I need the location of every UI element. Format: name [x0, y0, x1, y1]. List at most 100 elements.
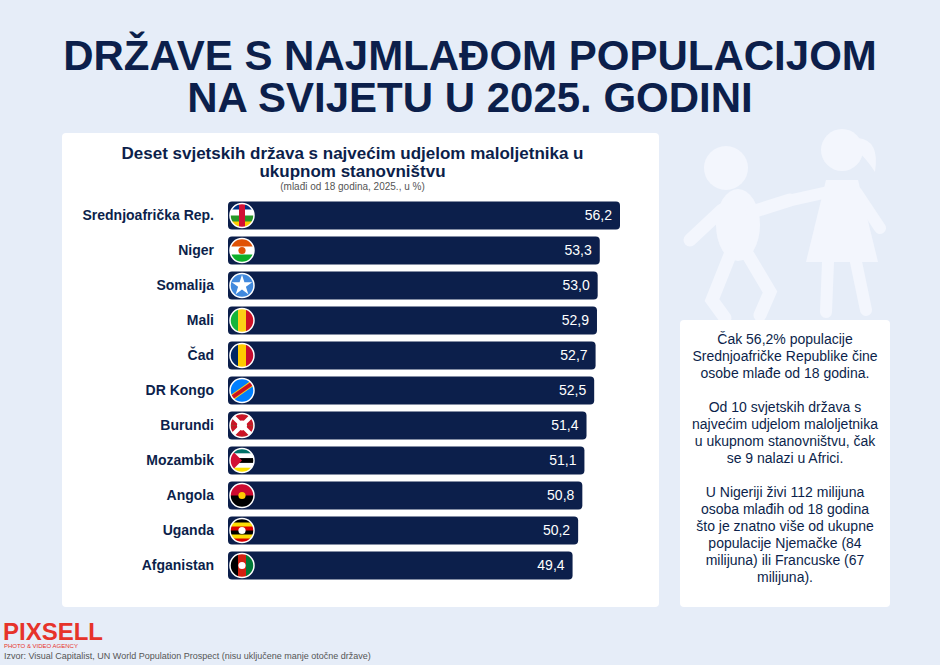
flag-body [230, 519, 254, 544]
silhouette-limb [690, 200, 790, 318]
bar [228, 202, 620, 230]
text-line: DRŽAVE S NAJMLAĐOM POPULACIJOM [63, 31, 877, 79]
category-label: Mali [187, 312, 214, 328]
canvas: DRŽAVE S NAJMLAĐOM POPULACIJOMNA SVIJETU… [0, 0, 940, 665]
text-line: NA SVIJETU U 2025. GODINI [187, 74, 753, 121]
logo: PIXSELL [3, 618, 103, 645]
annotation: Od 10 svjetskih država snajvećim udjelom… [692, 399, 878, 466]
flag-body [230, 309, 255, 333]
flag-icon [230, 484, 254, 509]
flag-part [238, 527, 245, 534]
chart-panel [62, 133, 659, 607]
flags [221, 204, 264, 578]
category-label: Somalija [156, 277, 214, 293]
flag-body [230, 239, 254, 264]
flag-part [230, 523, 254, 528]
data-label: 51,4 [551, 417, 578, 433]
flag-ring [230, 554, 254, 578]
data-label: 50,8 [547, 487, 574, 503]
bar [228, 377, 594, 405]
flag-body [230, 484, 254, 509]
flag-body [230, 274, 254, 298]
data-label: 53,0 [562, 277, 589, 293]
flag-part [232, 275, 252, 294]
text-line: milijuna). [757, 569, 813, 585]
flag-part [237, 420, 247, 430]
flag-part [239, 204, 245, 228]
flag-part [230, 414, 254, 438]
data-label: 53,3 [565, 242, 592, 258]
flag-ring [230, 414, 254, 438]
annotation: Čak 56,2% populacijeSrednjoafričke Repub… [692, 331, 877, 381]
category-labels: Srednjoafrička Rep. Niger Somalija Mali Čad D… [83, 207, 215, 573]
chart-subtitle: (mlađi od 18 godina, 2025., u %) [280, 181, 425, 192]
flag-body [221, 374, 264, 406]
flag-part [230, 274, 254, 298]
category-label: Srednjoafrička Rep. [83, 207, 215, 223]
flag-ring [230, 484, 254, 508]
page-title: DRŽAVE S NAJMLAĐOM POPULACIJOMNA SVIJETU… [63, 31, 877, 121]
category-label: Mozambik [146, 452, 214, 468]
flag-ring [230, 449, 254, 473]
text-line: Srednjoafričke Republike čine [692, 348, 877, 364]
flag-part [238, 554, 247, 578]
category-label: Burundi [160, 417, 214, 433]
chart-root: DRŽAVE S NAJMLAĐOM POPULACIJOMNA SVIJETU… [0, 0, 940, 665]
bar [228, 517, 578, 545]
bar [228, 412, 587, 440]
background [0, 0, 940, 665]
category-label: Čad [188, 346, 214, 363]
flag-part [238, 562, 245, 569]
text-line: U Nigeriji živi 112 milijuna [706, 484, 865, 500]
text-line: što je znatno više od ukupne [696, 518, 874, 534]
text-line: milijuna) ili Francuske (67 [706, 552, 865, 568]
annotation: U Nigeriji živi 112 milijunaosoba mlađih… [696, 484, 874, 585]
data-label: 49,4 [537, 557, 564, 573]
text-line: najvećim udjelom maloljetnika [692, 416, 878, 432]
data-label: 51,1 [549, 452, 576, 468]
source: Izvor: Visual Capitalist, UN World Popul… [4, 651, 371, 661]
bar [228, 307, 597, 335]
flag-part [238, 309, 247, 333]
flag-part [221, 375, 263, 406]
flag-ring [230, 379, 254, 403]
flag-body [230, 449, 254, 474]
flag-icon [230, 414, 254, 438]
text-line: osobe mlađe od 18 godina. [701, 365, 870, 381]
flag-body [230, 204, 254, 229]
flag-ring [230, 344, 254, 368]
text-line: Od 10 svjetskih država s [709, 399, 862, 415]
text-line: Deset svjetskih država s najvećim udjelo… [121, 144, 583, 163]
text-line: populacije Njemačke (84 [708, 535, 862, 551]
flag-part [238, 247, 245, 254]
flag-icon [230, 519, 254, 544]
flag-body [230, 414, 254, 438]
flag-part [238, 344, 247, 368]
flag-ring [230, 204, 254, 228]
text-line: u ukupnom stanovništvu, čak [695, 433, 877, 449]
bar [228, 482, 582, 510]
text-line: ukupnom stanovništvu [259, 162, 445, 181]
category-label: Angola [167, 487, 215, 503]
silhouette-head [821, 129, 863, 171]
category-label: Afganistan [142, 557, 214, 573]
flag-icon [230, 239, 254, 264]
flag-icon [230, 309, 255, 333]
flag-icon [230, 204, 254, 229]
flag-part [221, 374, 264, 406]
category-label: Uganda [163, 522, 215, 538]
flag-icon [230, 554, 255, 578]
silhouette-hair [858, 138, 876, 172]
bar [228, 552, 573, 580]
data-label: 50,2 [543, 522, 570, 538]
flag-ring [230, 274, 254, 298]
flag-body [230, 344, 255, 368]
category-label: DR Kongo [146, 382, 214, 398]
flag-ring [230, 309, 254, 333]
data-labels: 56,253,353,052,952,752,551,451,150,850,2… [537, 207, 612, 573]
text-line: se 9 nalazi u Africi. [727, 450, 844, 466]
category-label: Niger [178, 242, 214, 258]
flag-part [221, 374, 264, 406]
chart-title: Deset svjetskih država s najvećim udjelo… [121, 144, 583, 181]
bar [228, 447, 584, 475]
